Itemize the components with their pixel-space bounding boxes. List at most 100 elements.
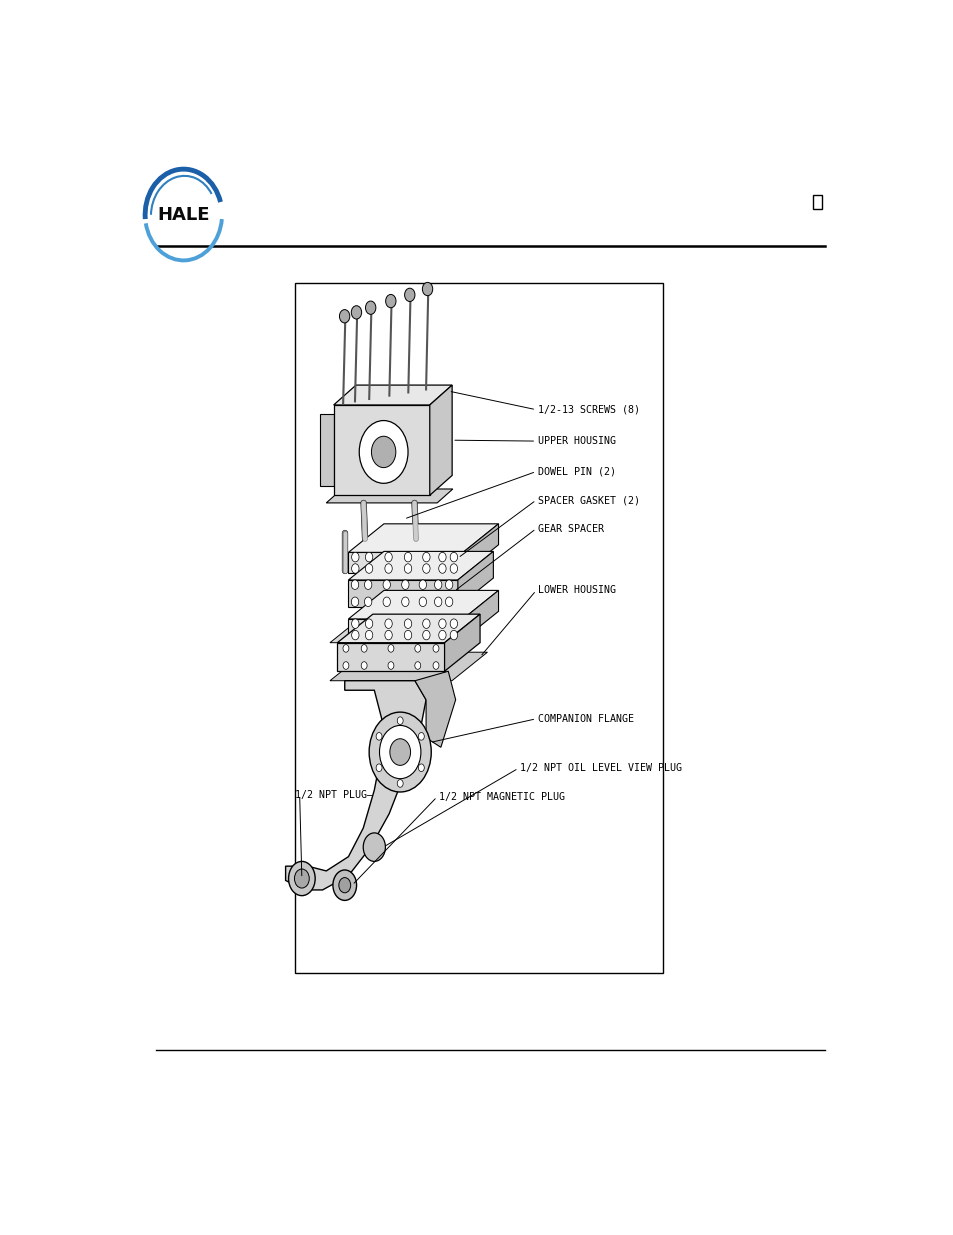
Polygon shape (330, 614, 487, 642)
Circle shape (404, 552, 412, 562)
Circle shape (364, 597, 372, 606)
Circle shape (352, 630, 358, 640)
Circle shape (352, 563, 358, 573)
Circle shape (384, 630, 392, 640)
Text: 1/2-13 SCREWS (8): 1/2-13 SCREWS (8) (537, 405, 639, 415)
Polygon shape (348, 552, 462, 573)
Circle shape (418, 597, 426, 606)
Circle shape (365, 563, 373, 573)
Circle shape (384, 552, 392, 562)
Polygon shape (285, 680, 426, 890)
Circle shape (364, 580, 372, 589)
Text: 1/2 NPT MAGNETIC PLUG: 1/2 NPT MAGNETIC PLUG (438, 792, 564, 802)
Circle shape (365, 630, 373, 640)
Circle shape (438, 552, 446, 562)
Circle shape (351, 306, 361, 319)
Circle shape (343, 645, 349, 652)
Circle shape (365, 301, 375, 315)
Circle shape (385, 294, 395, 308)
Circle shape (438, 619, 446, 629)
Polygon shape (415, 672, 456, 747)
Circle shape (359, 421, 408, 483)
Text: DOWEL PIN (2): DOWEL PIN (2) (537, 467, 615, 477)
Circle shape (363, 832, 385, 862)
Circle shape (388, 645, 394, 652)
Polygon shape (462, 524, 498, 573)
Bar (812, 195, 821, 210)
Circle shape (351, 580, 358, 589)
Circle shape (415, 662, 420, 669)
Circle shape (338, 878, 351, 893)
Text: 1/2 NPT OIL LEVEL VIEW PLUG: 1/2 NPT OIL LEVEL VIEW PLUG (519, 763, 681, 773)
Circle shape (384, 563, 392, 573)
Circle shape (339, 310, 350, 322)
Circle shape (371, 436, 395, 468)
Circle shape (365, 619, 373, 629)
Circle shape (450, 619, 457, 629)
Circle shape (365, 552, 373, 562)
Bar (294, 283, 662, 973)
Polygon shape (462, 590, 498, 640)
Polygon shape (326, 489, 453, 503)
Circle shape (396, 779, 403, 787)
Circle shape (352, 552, 358, 562)
Polygon shape (348, 524, 498, 552)
Circle shape (351, 597, 358, 606)
Circle shape (361, 645, 367, 652)
Circle shape (404, 288, 415, 301)
Text: COMPANION FLANGE: COMPANION FLANGE (537, 714, 633, 724)
Circle shape (433, 645, 438, 652)
Circle shape (401, 597, 409, 606)
Circle shape (445, 580, 453, 589)
Circle shape (396, 716, 403, 725)
Circle shape (438, 563, 446, 573)
Circle shape (422, 630, 430, 640)
Circle shape (422, 563, 430, 573)
Circle shape (375, 732, 381, 740)
Circle shape (379, 725, 420, 779)
Circle shape (434, 597, 441, 606)
Circle shape (404, 619, 412, 629)
Circle shape (333, 869, 356, 900)
Polygon shape (348, 590, 498, 619)
Circle shape (422, 619, 430, 629)
Circle shape (422, 283, 433, 295)
Circle shape (433, 662, 438, 669)
Circle shape (445, 597, 453, 606)
Polygon shape (337, 614, 479, 642)
Circle shape (418, 732, 424, 740)
Polygon shape (444, 614, 479, 672)
Polygon shape (348, 551, 493, 580)
Text: UPPER HOUSING: UPPER HOUSING (537, 436, 615, 446)
Text: HALE: HALE (157, 206, 210, 224)
Polygon shape (330, 652, 487, 680)
Circle shape (383, 597, 390, 606)
Circle shape (422, 552, 430, 562)
Circle shape (450, 563, 457, 573)
Circle shape (418, 580, 426, 589)
Polygon shape (457, 551, 493, 606)
Circle shape (404, 563, 412, 573)
Circle shape (352, 619, 358, 629)
Polygon shape (334, 405, 429, 495)
Circle shape (450, 630, 457, 640)
Text: SPACER GASKET (2): SPACER GASKET (2) (537, 495, 639, 505)
Polygon shape (429, 385, 452, 495)
Circle shape (415, 645, 420, 652)
Circle shape (388, 662, 394, 669)
Polygon shape (337, 642, 444, 672)
Circle shape (438, 630, 446, 640)
Circle shape (288, 862, 314, 895)
Circle shape (375, 764, 381, 772)
Text: LOWER HOUSING: LOWER HOUSING (537, 585, 615, 595)
Circle shape (384, 619, 392, 629)
Circle shape (434, 580, 441, 589)
Circle shape (450, 552, 457, 562)
Circle shape (390, 739, 410, 766)
Circle shape (404, 630, 412, 640)
Circle shape (294, 869, 309, 888)
Circle shape (369, 713, 431, 792)
Polygon shape (348, 580, 457, 606)
Circle shape (383, 580, 390, 589)
Text: GEAR SPACER: GEAR SPACER (537, 524, 603, 534)
